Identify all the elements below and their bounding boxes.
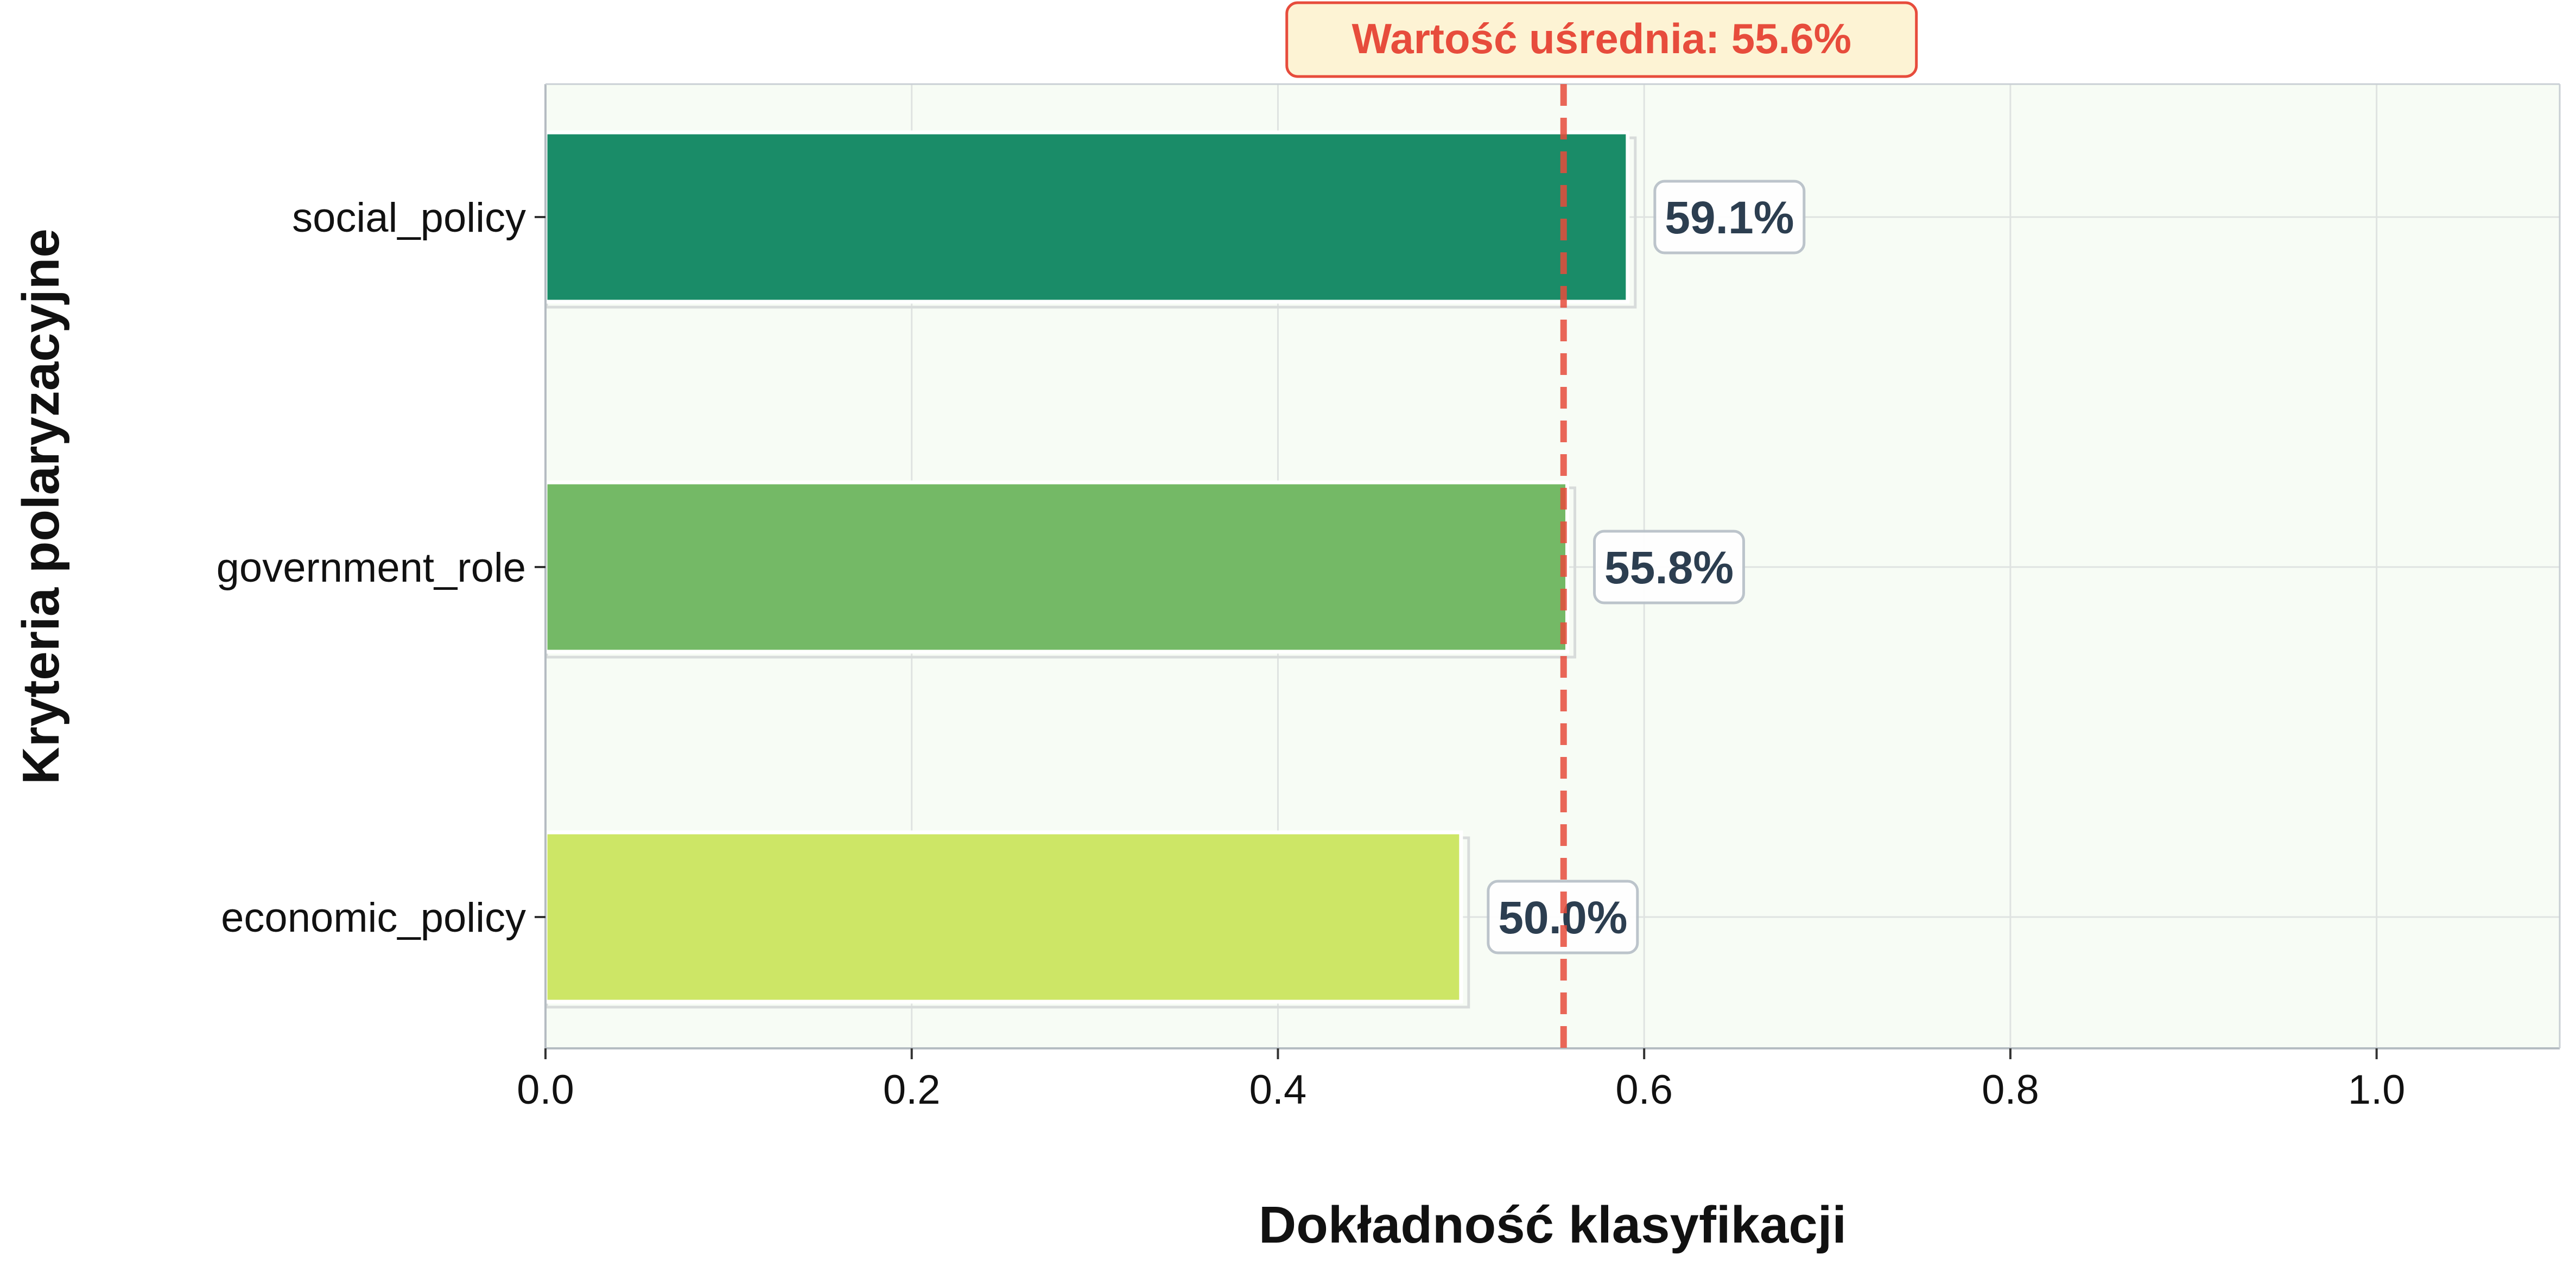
value-label: 55.8% [1604, 542, 1734, 593]
x-tick-label: 0.6 [1615, 1067, 1673, 1113]
y-tick-label: government_role [217, 545, 526, 591]
bar-government_role [543, 480, 1569, 654]
y-tick-label: social_policy [292, 195, 526, 241]
bars [543, 130, 1637, 1009]
y-axis-title: Kryteria polaryzacyjne [12, 228, 70, 785]
mean-line-group: Wartość uśrednia: 55.6% [1285, 1, 1918, 1048]
mean-label-box [1285, 1, 1918, 78]
x-tick-label: 0.2 [883, 1067, 941, 1113]
value-labels: 59.1%55.8%50.0% [1487, 180, 1806, 954]
axes: 0.0 0.2 0.4 0.6 0.8 1.0 social_policy governmen… [217, 83, 2561, 1113]
value-label-box [1487, 880, 1639, 954]
y-tick-label: economic_policy [221, 895, 526, 941]
x-tick-label: 0.8 [1982, 1067, 2039, 1113]
mean-label: Wartość uśrednia: 55.6% [1352, 15, 1851, 62]
value-label: 59.1% [1665, 192, 1794, 243]
x-axis-title: Dokładność klasyfikacji [1259, 1196, 1847, 1254]
x-tick-label: 0.4 [1249, 1067, 1307, 1113]
bar-social_policy [543, 130, 1630, 304]
bar-economic_policy [543, 830, 1463, 1004]
value-label-box [1653, 180, 1806, 254]
x-tick-label: 0.0 [517, 1067, 574, 1113]
value-label-box [1592, 530, 1745, 604]
x-tick-label: 1.0 [2348, 1067, 2406, 1113]
